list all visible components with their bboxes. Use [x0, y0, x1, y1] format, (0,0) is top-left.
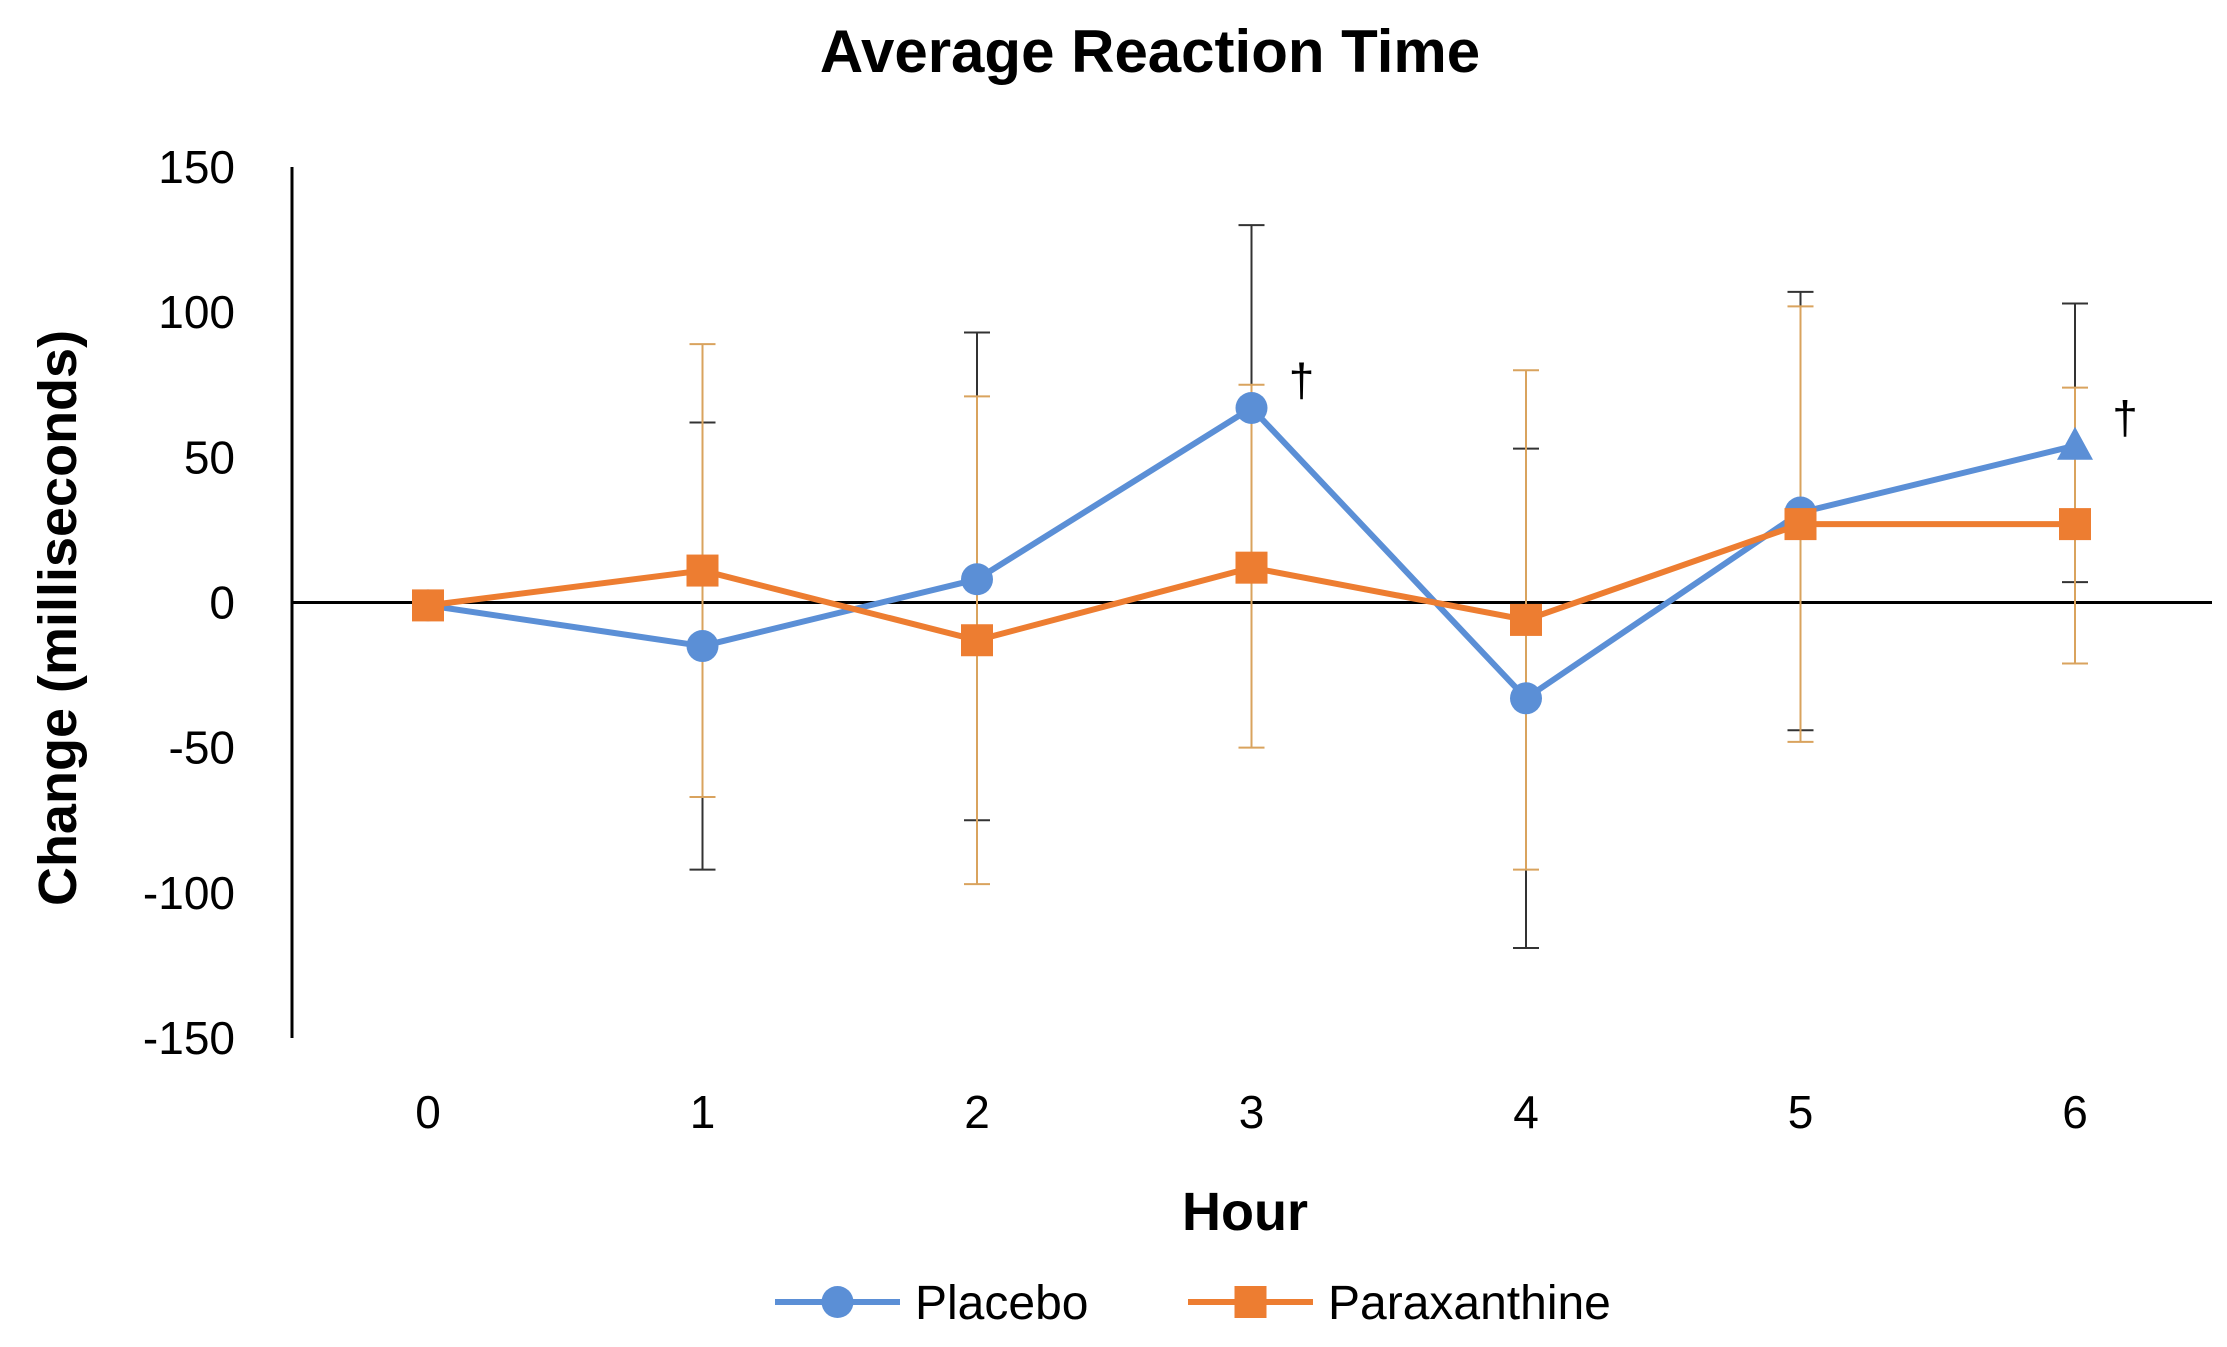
data-markers: [412, 391, 2093, 715]
legend-marker: [821, 1286, 854, 1318]
legend-item-paraxanthine: Paraxanthine: [1188, 1277, 1611, 1330]
y-tick-label: -50: [169, 722, 235, 774]
x-tick-label: 2: [964, 1086, 990, 1138]
y-tick-label: -100: [143, 867, 235, 919]
significance-dagger: †: [2112, 392, 2138, 444]
marker-paraxanthine: [1235, 551, 1268, 584]
marker-paraxanthine: [1784, 508, 1817, 541]
marker-placebo: [961, 563, 993, 596]
significance-annotations: ††: [1289, 354, 2138, 444]
x-tick-label: 4: [1513, 1086, 1539, 1138]
y-tick-label: 0: [209, 577, 235, 629]
y-axis-ticks: 150 100 50 0 -50 -100 -150: [143, 141, 235, 1064]
legend-label: Paraxanthine: [1328, 1277, 1611, 1330]
marker-paraxanthine: [1510, 603, 1542, 636]
x-axis-ticks: 0 1 2 3 4 5 6: [415, 1086, 2088, 1138]
legend: Placebo Paraxanthine: [775, 1277, 1611, 1330]
error-bars: [689, 224, 2088, 949]
marker-placebo: [1510, 682, 1542, 715]
marker-paraxanthine: [686, 554, 719, 587]
x-axis-title: Hour: [1182, 1182, 1308, 1242]
y-tick-label: 50: [184, 431, 235, 483]
legend-item-placebo: Placebo: [775, 1277, 1088, 1330]
significance-dagger: †: [1289, 354, 1315, 406]
x-tick-label: 5: [1788, 1086, 1814, 1138]
x-tick-label: 6: [2062, 1086, 2088, 1138]
marker-placebo: [686, 630, 719, 663]
marker-paraxanthine: [2059, 508, 2091, 541]
marker-placebo: [1235, 391, 1268, 424]
marker-placebo: [2057, 426, 2093, 460]
y-tick-label: 100: [158, 286, 235, 338]
y-axis-title: Change (milliseconds): [28, 330, 88, 906]
y-tick-label: 150: [158, 141, 235, 193]
y-tick-label: -150: [143, 1012, 235, 1064]
marker-paraxanthine: [412, 589, 444, 622]
chart-title: Average Reaction Time: [820, 18, 1480, 85]
x-tick-label: 0: [415, 1086, 441, 1138]
legend-label: Placebo: [915, 1277, 1088, 1330]
x-tick-label: 1: [690, 1086, 716, 1138]
legend-marker: [1234, 1286, 1267, 1318]
marker-paraxanthine: [961, 624, 993, 657]
x-tick-label: 3: [1239, 1086, 1265, 1138]
